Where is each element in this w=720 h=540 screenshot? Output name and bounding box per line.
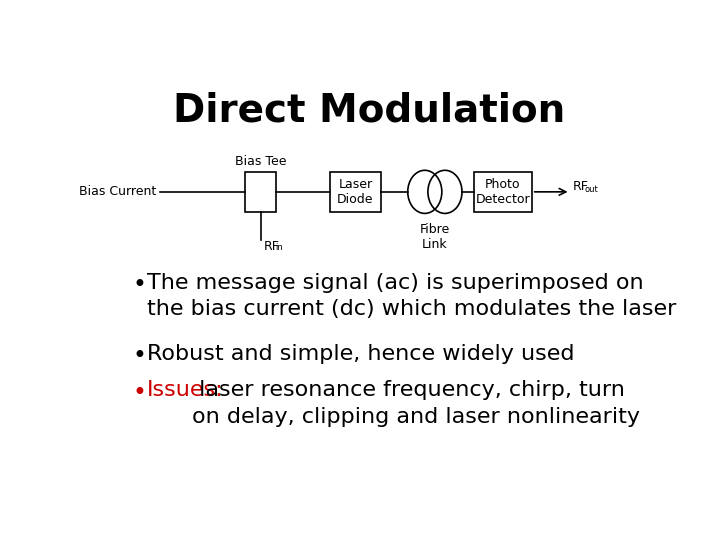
Text: RF: RF (264, 240, 279, 253)
Text: laser resonance frequency, chirp, turn
on delay, clipping and laser nonlinearity: laser resonance frequency, chirp, turn o… (192, 381, 639, 427)
Text: •: • (132, 273, 146, 296)
Text: The message signal (ac) is superimposed on
the bias current (dc) which modulates: The message signal (ac) is superimposed … (147, 273, 676, 319)
Bar (474, 172, 532, 212)
Text: Bias Tee: Bias Tee (235, 155, 287, 168)
Text: in: in (275, 244, 283, 252)
Text: Laser
Diode: Laser Diode (337, 178, 374, 206)
Text: Issues:: Issues: (147, 381, 223, 401)
Text: •: • (132, 381, 146, 404)
Text: Fibre
Link: Fibre Link (420, 222, 450, 251)
Text: Direct Modulation: Direct Modulation (173, 92, 565, 130)
Text: RF: RF (573, 180, 589, 193)
Text: Bias Current: Bias Current (79, 185, 157, 198)
Bar (245, 172, 276, 212)
Text: Photo
Detector: Photo Detector (475, 178, 530, 206)
Text: out: out (585, 185, 598, 194)
Bar (330, 172, 381, 212)
Text: •: • (132, 343, 146, 368)
Text: Robust and simple, hence widely used: Robust and simple, hence widely used (147, 343, 574, 363)
